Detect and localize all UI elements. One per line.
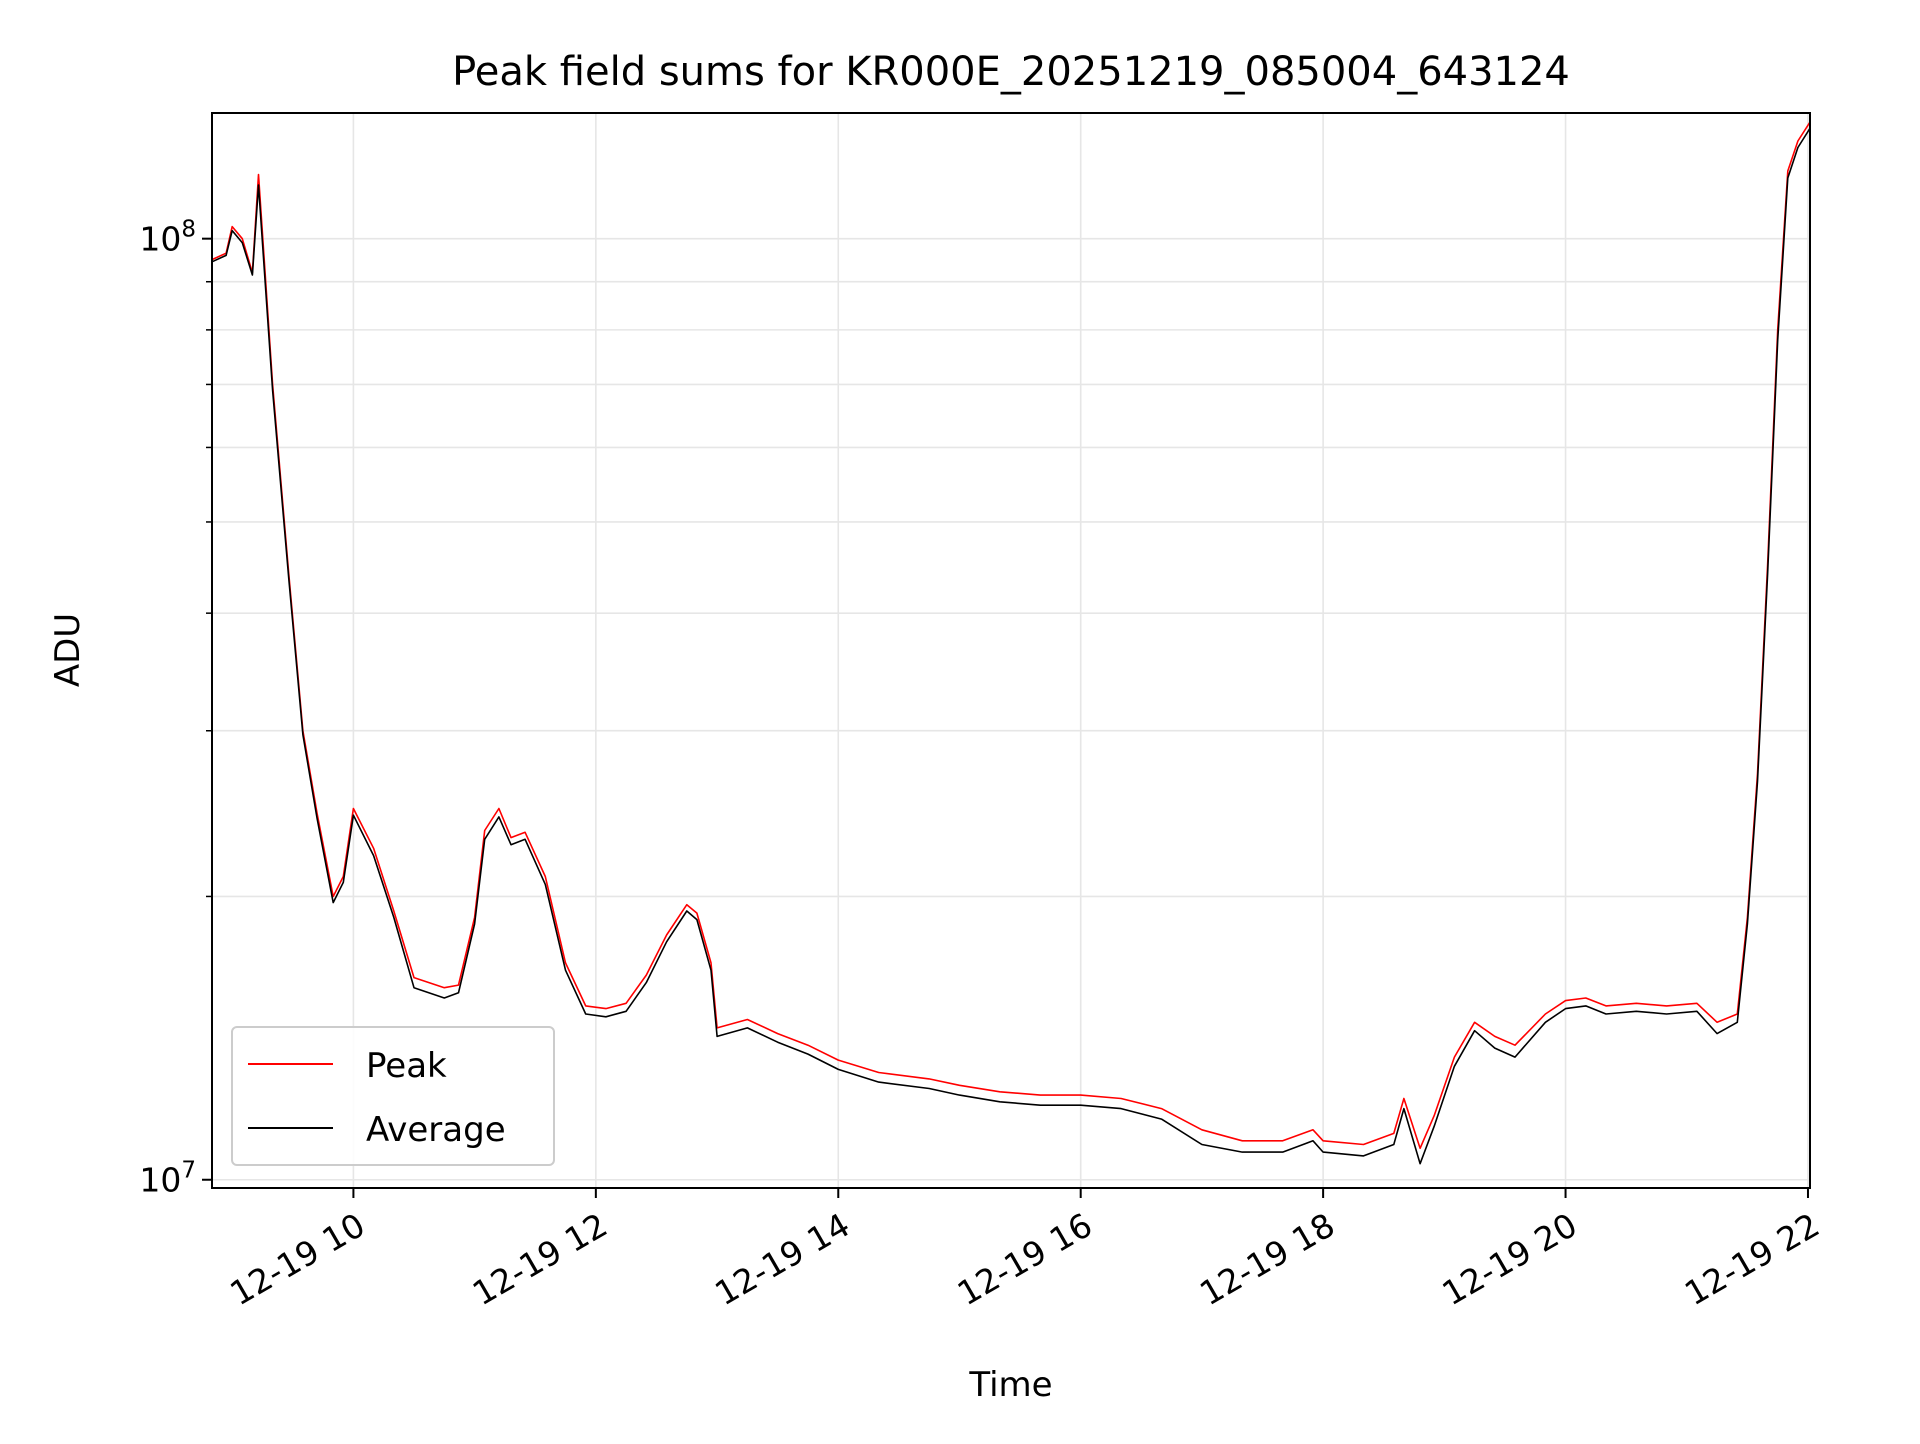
grid xyxy=(212,113,1810,1188)
series-line-peak xyxy=(211,121,1811,1150)
y-tick-label: 108 xyxy=(139,217,196,259)
y-tick-label: 107 xyxy=(139,1158,196,1200)
series-layer xyxy=(211,121,1811,1165)
plot-frame xyxy=(211,112,1811,1189)
legend-label-peak: Peak xyxy=(366,1046,447,1086)
x-axis-label: Time xyxy=(968,1365,1052,1405)
series-line-average xyxy=(211,127,1811,1165)
legend: Peak Average xyxy=(231,1026,555,1166)
legend-box xyxy=(231,1026,555,1166)
legend-label-average: Average xyxy=(366,1110,506,1150)
chart-title: Peak field sums for KR000E_20251219_0850… xyxy=(452,49,1570,95)
y-axis-label: ADU xyxy=(48,613,88,687)
